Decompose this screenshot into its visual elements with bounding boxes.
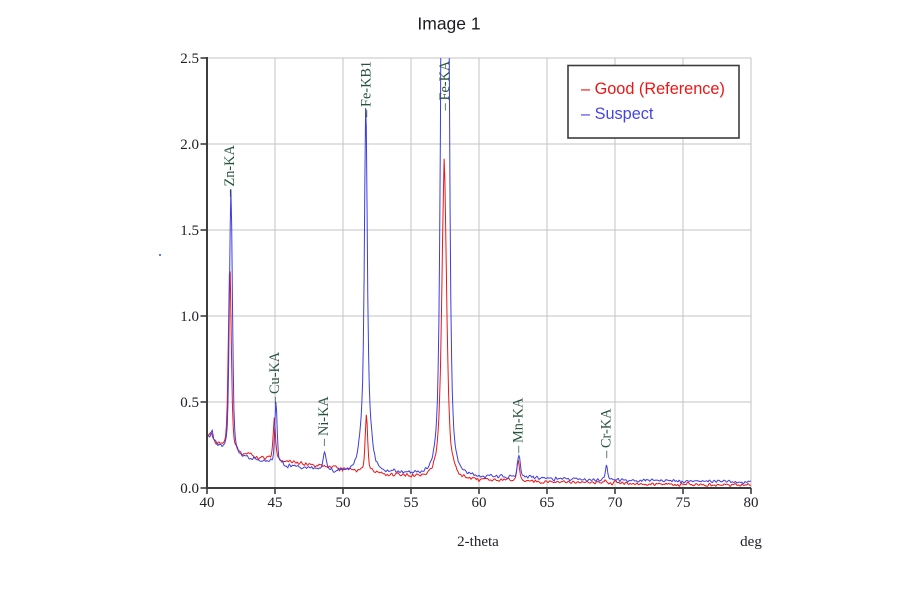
svg-text:2.0: 2.0 bbox=[180, 137, 199, 153]
svg-text:40: 40 bbox=[200, 495, 215, 511]
svg-text:1.0: 1.0 bbox=[180, 309, 199, 325]
svg-text:Image 1: Image 1 bbox=[417, 14, 480, 34]
svg-text:2.5: 2.5 bbox=[180, 51, 199, 67]
svg-text:0.5: 0.5 bbox=[180, 395, 199, 411]
svg-text:70: 70 bbox=[608, 495, 623, 511]
svg-text:– Zn-KA: – Zn-KA bbox=[222, 145, 238, 198]
svg-text:– Cr-KA: – Cr-KA bbox=[599, 408, 615, 459]
svg-text:– Ni-KA: – Ni-KA bbox=[316, 396, 332, 447]
svg-text:75: 75 bbox=[676, 495, 691, 511]
svg-text:– Fe-KB1: – Fe-KB1 bbox=[359, 61, 375, 118]
svg-text:– Fe-KA: – Fe-KA bbox=[437, 60, 453, 111]
svg-text:– Mn-KA: – Mn-KA bbox=[511, 397, 527, 454]
svg-text:55: 55 bbox=[404, 495, 419, 511]
svg-text:50: 50 bbox=[336, 495, 351, 511]
svg-text:80: 80 bbox=[744, 495, 759, 511]
svg-text:45: 45 bbox=[268, 495, 283, 511]
svg-text:– Good (Reference): – Good (Reference) bbox=[581, 80, 725, 98]
svg-text:65: 65 bbox=[540, 495, 555, 511]
svg-text:– Suspect: – Suspect bbox=[581, 105, 654, 123]
svg-text:2-theta: 2-theta bbox=[457, 534, 499, 550]
svg-text:0.0: 0.0 bbox=[180, 481, 199, 497]
svg-text:– Cu-KA: – Cu-KA bbox=[267, 351, 283, 405]
svg-text:60: 60 bbox=[472, 495, 487, 511]
svg-text:1.5: 1.5 bbox=[180, 223, 199, 239]
svg-text:deg: deg bbox=[740, 534, 762, 550]
